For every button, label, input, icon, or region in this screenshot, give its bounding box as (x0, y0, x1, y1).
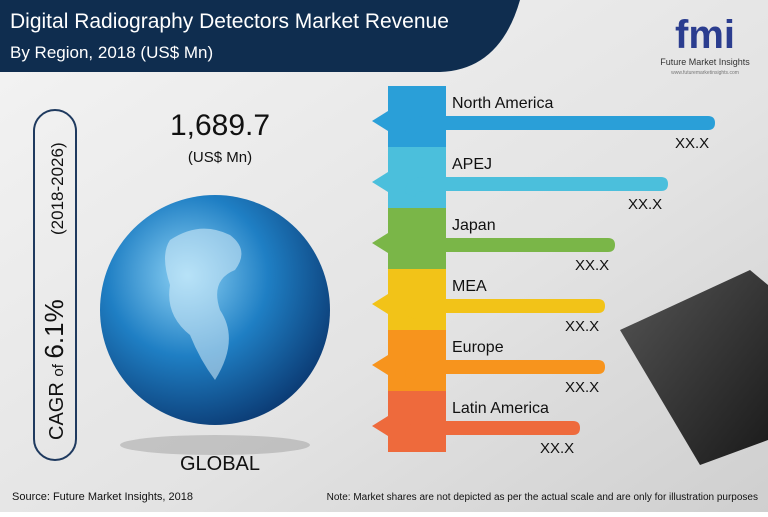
cagr-frame (33, 109, 77, 461)
region-name: MEA (452, 278, 487, 295)
region-bar (405, 238, 615, 258)
logo-mark: fmi (675, 13, 735, 57)
globe-shadow (120, 435, 310, 455)
region-value: XX.X (565, 318, 599, 335)
region-arrow (372, 294, 388, 314)
region-bar (405, 421, 580, 441)
region-arrow (372, 355, 388, 375)
logo-url: www.futuremarketinsights.com (671, 70, 739, 76)
logo-name: Future Market Insights (660, 57, 750, 67)
region-value: XX.X (575, 257, 609, 274)
region-name: APEJ (452, 156, 492, 173)
region-name: Japan (452, 217, 496, 234)
global-unit: (US$ Mn) (188, 149, 252, 166)
cagr-period: (2018-2026) (48, 142, 67, 235)
subtitle: By Region, 2018 (US$ Mn) (10, 43, 213, 62)
region-value: XX.X (540, 440, 574, 457)
detector-panel (620, 270, 768, 465)
title: Digital Radiography Detectors Market Rev… (10, 10, 449, 33)
region-bar (405, 177, 668, 197)
region-arrow (372, 233, 388, 253)
global-value: 1,689.7 (170, 109, 270, 142)
cagr-prefix: CAGR (46, 382, 68, 440)
note: Note: Market shares are not depicted as … (327, 492, 758, 503)
region-value: XX.X (565, 379, 599, 396)
region-name: North America (452, 95, 553, 112)
cagr: CAGR of 6.1% (39, 299, 69, 440)
global-label: GLOBAL (180, 453, 260, 475)
region-value: XX.X (628, 196, 662, 213)
region-arrow (372, 111, 388, 131)
region-name: Europe (452, 339, 504, 356)
cagr-of: of (50, 363, 67, 376)
region-bar (405, 360, 605, 380)
region-value: XX.X (675, 135, 709, 152)
continents (165, 228, 242, 380)
cagr-value: 6.1% (39, 299, 69, 358)
region-bar (405, 299, 605, 319)
region-bar (405, 116, 715, 136)
region-name: Latin America (452, 400, 549, 417)
title-banner (0, 0, 520, 72)
source: Source: Future Market Insights, 2018 (12, 491, 193, 503)
region-arrow (372, 416, 388, 436)
region-arrow (372, 172, 388, 192)
